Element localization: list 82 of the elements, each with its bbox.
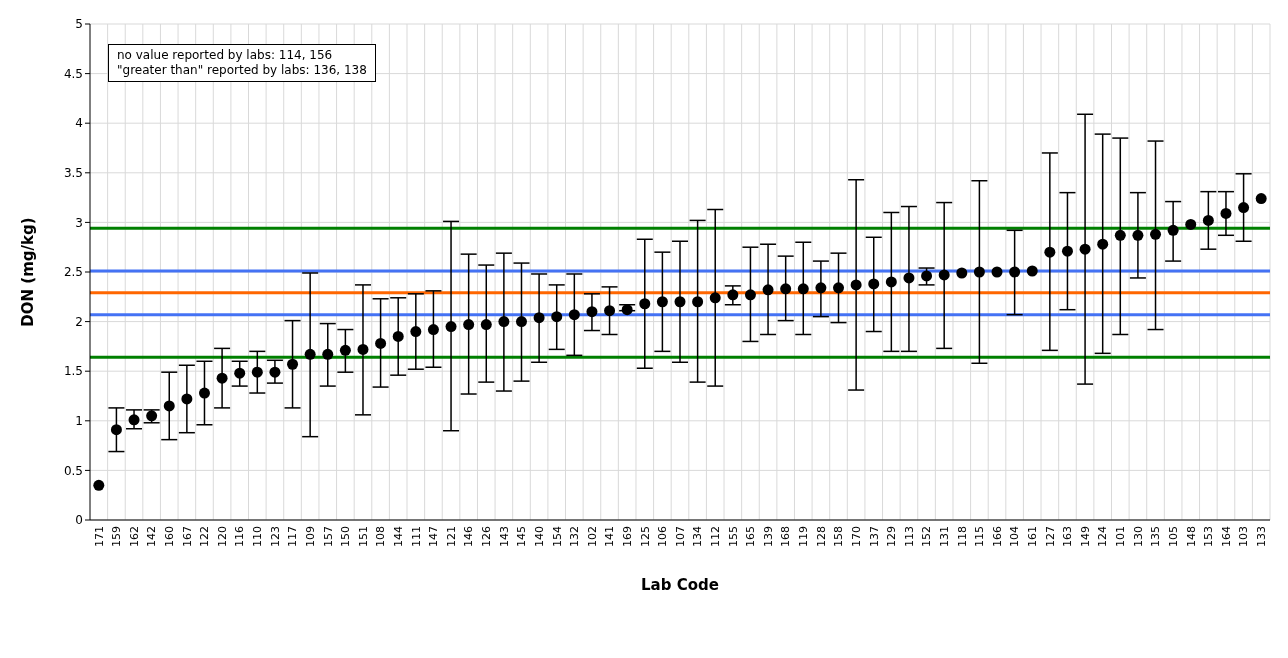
x-tick-label: 158 xyxy=(832,526,846,547)
x-tick-label: 143 xyxy=(497,526,511,547)
x-tick-label: 152 xyxy=(920,526,934,547)
x-tick-label: 140 xyxy=(532,526,546,547)
x-tick-label: 115 xyxy=(973,526,987,547)
x-tick-label: 169 xyxy=(620,526,634,547)
x-tick-label: 133 xyxy=(1255,526,1268,547)
x-tick-label: 102 xyxy=(585,526,599,547)
x-tick-label: 125 xyxy=(638,526,652,547)
x-tick-label: 124 xyxy=(1096,526,1110,547)
x-tick-label: 167 xyxy=(180,526,194,547)
x-tick-label: 131 xyxy=(937,526,951,547)
x-tick-label: 144 xyxy=(392,526,406,547)
x-tick-label: 145 xyxy=(515,526,529,547)
x-tick-label: 122 xyxy=(198,526,212,547)
x-tick-label: 155 xyxy=(726,526,740,547)
x-tick-label: 146 xyxy=(462,526,476,547)
x-tick-label: 132 xyxy=(568,526,582,547)
x-tick-label: 161 xyxy=(1026,526,1040,547)
x-tick-label: 153 xyxy=(1202,526,1216,547)
y-tick-label: 0 xyxy=(75,513,83,528)
y-tick-label: 0.5 xyxy=(63,463,83,478)
x-tick-label: 171 xyxy=(92,526,106,547)
x-tick-label: 123 xyxy=(268,526,282,547)
x-tick-label: 164 xyxy=(1219,526,1233,547)
x-tick-label: 168 xyxy=(779,526,793,547)
x-tick-label: 150 xyxy=(339,526,353,547)
x-tick-label: 149 xyxy=(1078,526,1092,547)
x-tick-label: 112 xyxy=(709,526,723,547)
x-tick-label: 134 xyxy=(691,526,705,547)
x-tick-label: 139 xyxy=(761,526,775,547)
y-tick-label: 4 xyxy=(75,116,83,131)
x-tick-label: 157 xyxy=(321,526,335,547)
x-tick-label: 142 xyxy=(145,526,159,547)
x-tick-label: 106 xyxy=(656,526,670,547)
x-tick-label: 170 xyxy=(849,526,863,547)
x-tick-label: 108 xyxy=(374,526,388,547)
x-tick-label: 116 xyxy=(233,526,247,547)
x-tick-label: 126 xyxy=(480,526,494,547)
annotation: "greater than" reported by labs: 136, 138 xyxy=(117,63,367,78)
y-tick-label: 5 xyxy=(75,17,83,32)
y-tick-label: 2 xyxy=(75,314,83,329)
x-tick-label: 148 xyxy=(1184,526,1198,547)
annotation: no value reported by labs: 114, 156 xyxy=(117,48,334,63)
x-tick-label: 110 xyxy=(251,526,265,547)
x-tick-label: 118 xyxy=(955,526,969,547)
y-axis-title: DON (mg/kg) xyxy=(19,217,38,327)
x-tick-label: 103 xyxy=(1237,526,1251,547)
x-tick-label: 117 xyxy=(286,526,300,547)
x-tick-label: 151 xyxy=(356,526,370,547)
x-tick-label: 119 xyxy=(797,526,811,547)
y-tick-label: 2.5 xyxy=(63,265,83,280)
y-tick-label: 4.5 xyxy=(63,66,83,81)
x-tick-label: 147 xyxy=(427,526,441,547)
x-tick-label: 111 xyxy=(409,526,423,547)
y-tick-label: 3.5 xyxy=(63,166,83,181)
x-axis-title: Lab Code xyxy=(641,576,719,594)
y-tick-label: 3 xyxy=(75,215,83,230)
x-tick-label: 160 xyxy=(163,526,177,547)
x-tick-label: 113 xyxy=(902,526,916,547)
x-tick-label: 135 xyxy=(1149,526,1163,547)
x-tick-label: 165 xyxy=(744,526,758,547)
y-tick-label: 1 xyxy=(75,414,83,429)
x-tick-label: 105 xyxy=(1166,526,1180,547)
x-tick-label: 127 xyxy=(1043,526,1057,547)
x-tick-label: 128 xyxy=(814,526,828,547)
x-tick-label: 120 xyxy=(215,526,229,547)
x-tick-label: 129 xyxy=(885,526,899,547)
x-tick-label: 166 xyxy=(990,526,1004,547)
x-tick-label: 159 xyxy=(110,526,124,547)
x-tick-label: 162 xyxy=(127,526,141,547)
x-tick-label: 163 xyxy=(1061,526,1075,547)
x-tick-label: 154 xyxy=(550,526,564,547)
x-tick-label: 141 xyxy=(603,526,617,547)
x-tick-label: 121 xyxy=(444,526,458,547)
x-tick-label: 137 xyxy=(867,526,881,547)
x-tick-label: 104 xyxy=(1008,526,1022,547)
y-tick-label: 1.5 xyxy=(63,364,83,379)
x-tick-label: 130 xyxy=(1131,526,1145,547)
x-tick-label: 109 xyxy=(303,526,317,547)
x-tick-label: 107 xyxy=(673,526,687,547)
x-tick-label: 101 xyxy=(1114,526,1128,547)
